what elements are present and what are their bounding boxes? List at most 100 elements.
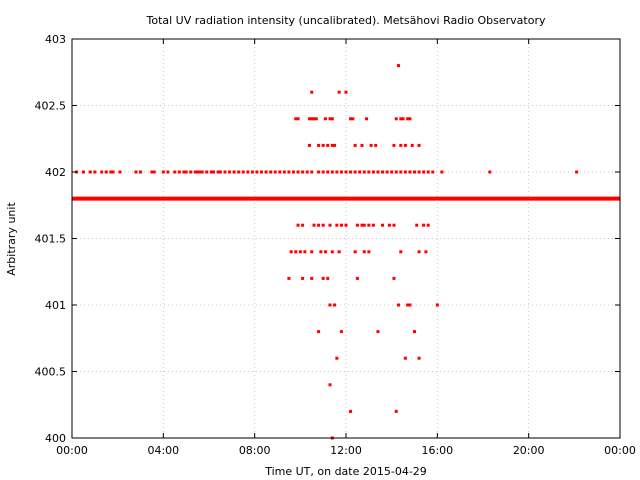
data-point bbox=[422, 170, 426, 174]
plot-frame bbox=[71, 38, 621, 439]
data-point bbox=[392, 143, 396, 147]
data-point bbox=[374, 143, 378, 147]
data-point bbox=[328, 117, 332, 121]
data-point bbox=[246, 170, 250, 174]
data-point bbox=[394, 409, 398, 413]
data-point bbox=[200, 170, 204, 174]
data-point bbox=[100, 170, 104, 174]
data-point bbox=[408, 117, 412, 121]
data-point bbox=[367, 223, 371, 227]
data-point bbox=[381, 223, 385, 227]
data-point bbox=[330, 170, 334, 174]
data-point bbox=[232, 170, 236, 174]
data-point bbox=[305, 170, 309, 174]
data-point bbox=[353, 250, 357, 254]
data-point bbox=[353, 143, 357, 147]
data-point bbox=[317, 170, 321, 174]
data-point bbox=[296, 223, 300, 227]
data-point bbox=[152, 170, 156, 174]
data-point bbox=[335, 223, 339, 227]
data-point bbox=[335, 170, 339, 174]
y-tick-label: 401 bbox=[45, 299, 66, 312]
data-point bbox=[301, 276, 305, 280]
data-point bbox=[104, 170, 108, 174]
data-point bbox=[397, 303, 401, 307]
data-point bbox=[317, 143, 321, 147]
data-point bbox=[333, 303, 337, 307]
data-point bbox=[360, 223, 364, 227]
data-point bbox=[255, 170, 259, 174]
data-point bbox=[337, 90, 341, 94]
data-point bbox=[392, 223, 396, 227]
data-point bbox=[312, 117, 316, 121]
data-point bbox=[397, 64, 401, 68]
data-point bbox=[575, 170, 579, 174]
data-point bbox=[317, 223, 321, 227]
y-axis-ticks: 400 400.5 401 401.5 402 402.5 403 bbox=[35, 33, 620, 445]
data-point bbox=[321, 223, 325, 227]
data-point bbox=[417, 170, 421, 174]
chart-title: Total UV radiation intensity (uncalibrat… bbox=[146, 14, 546, 27]
data-point bbox=[337, 250, 341, 254]
data-point bbox=[228, 170, 232, 174]
data-point bbox=[435, 303, 439, 307]
x-tick-label: 16:00 bbox=[421, 444, 453, 457]
data-point bbox=[216, 170, 220, 174]
data-point bbox=[81, 170, 85, 174]
data-point bbox=[413, 330, 416, 334]
data-point bbox=[88, 170, 92, 174]
data-point bbox=[362, 250, 366, 254]
data-point bbox=[403, 170, 407, 174]
data-point bbox=[330, 117, 334, 121]
data-point bbox=[241, 170, 245, 174]
data-point bbox=[362, 170, 366, 174]
data-point bbox=[399, 117, 403, 121]
data-point bbox=[294, 117, 298, 121]
data-point bbox=[118, 170, 122, 174]
data-point bbox=[417, 356, 421, 360]
grid-lines bbox=[71, 38, 621, 439]
data-point bbox=[323, 117, 327, 121]
data-point bbox=[296, 170, 300, 174]
data-point bbox=[339, 330, 343, 334]
data-point bbox=[426, 223, 430, 227]
data-point bbox=[408, 170, 412, 174]
data-point bbox=[196, 170, 200, 174]
data-point bbox=[367, 250, 371, 254]
x-tick-label: 00:00 bbox=[56, 444, 88, 457]
data-point bbox=[173, 170, 177, 174]
data-point bbox=[264, 170, 268, 174]
data-point bbox=[351, 117, 355, 121]
data-point bbox=[212, 170, 216, 174]
data-point bbox=[182, 170, 186, 174]
data-point bbox=[287, 170, 291, 174]
data-point bbox=[321, 276, 325, 280]
data-point bbox=[307, 117, 311, 121]
y-tick-label: 401.5 bbox=[35, 233, 67, 246]
data-point bbox=[417, 250, 421, 254]
data-point bbox=[381, 170, 385, 174]
data-point bbox=[392, 276, 396, 280]
data-point bbox=[355, 276, 359, 280]
data-point bbox=[371, 223, 375, 227]
data-point bbox=[328, 223, 332, 227]
data-point bbox=[310, 250, 314, 254]
data-point bbox=[358, 170, 362, 174]
data-point bbox=[403, 143, 407, 147]
data-point bbox=[399, 250, 403, 254]
data-point bbox=[394, 117, 398, 121]
data-point bbox=[310, 90, 314, 94]
data-point bbox=[440, 170, 444, 174]
x-tick-label: 12:00 bbox=[330, 444, 362, 457]
x-tick-label: 00:00 bbox=[604, 444, 636, 457]
data-point bbox=[310, 276, 314, 280]
data-point bbox=[312, 223, 316, 227]
data-point bbox=[282, 170, 286, 174]
data-point bbox=[273, 170, 277, 174]
data-point bbox=[278, 170, 282, 174]
data-point bbox=[335, 356, 339, 360]
data-point bbox=[310, 117, 314, 121]
data-point bbox=[260, 170, 264, 174]
data-point bbox=[189, 170, 193, 174]
data-point bbox=[303, 250, 307, 254]
